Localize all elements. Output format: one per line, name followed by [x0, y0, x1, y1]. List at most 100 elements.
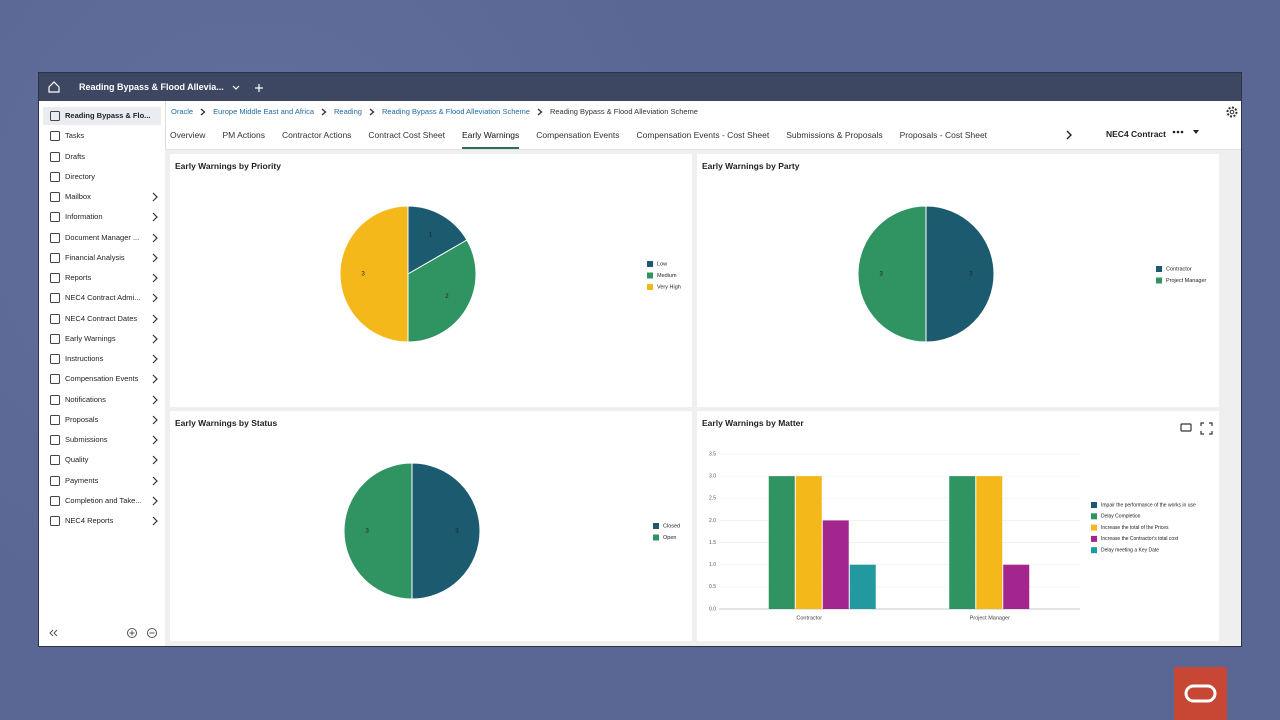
- sidebar-item[interactable]: Instructions: [43, 350, 161, 368]
- print-icon[interactable]: [1180, 423, 1192, 432]
- expand-chevron: [152, 516, 158, 526]
- chart-title: Early Warnings by Party: [702, 161, 800, 171]
- sidebar-item[interactable]: Drafts: [43, 148, 161, 166]
- sidebar-item[interactable]: Information: [43, 208, 161, 226]
- icon-shape: [50, 192, 60, 202]
- sidebar-icon: [50, 394, 60, 405]
- x-tick-label: Contractor: [796, 615, 822, 621]
- nav-tab[interactable]: Submissions & Proposals: [786, 130, 883, 140]
- pie-slice: [925, 205, 995, 343]
- contract-menu[interactable]: NEC4 Contract: [1106, 129, 1166, 139]
- sidebar-item[interactable]: Quality: [43, 451, 161, 469]
- breadcrumb-item[interactable]: Reading: [334, 107, 362, 116]
- chevron: [152, 496, 158, 506]
- sidebar-icon: [50, 354, 60, 364]
- expand-chevron: [152, 314, 158, 323]
- sidebar-controls[interactable]: [47, 626, 163, 640]
- y-tick-label: 2.0: [709, 518, 716, 524]
- legend-swatch: [1091, 513, 1097, 520]
- sidebar-item[interactable]: Payments: [43, 472, 161, 490]
- sidebar-item[interactable]: Reports: [43, 269, 161, 287]
- sidebar-label: NEC4 Contract Admi...: [65, 293, 141, 303]
- sidebar-item[interactable]: Submissions: [43, 431, 161, 449]
- icon-shape: [50, 455, 60, 466]
- sidebar-item[interactable]: Notifications: [43, 391, 161, 409]
- sidebar-item[interactable]: Proposals: [43, 411, 161, 429]
- legend-swatch: [1091, 547, 1097, 554]
- chevron: [152, 435, 158, 445]
- nav-tab[interactable]: Compensation Events - Cost Sheet: [636, 130, 770, 140]
- icon-shape: [50, 171, 60, 182]
- sidebar-label: Drafts: [65, 151, 86, 161]
- icon-shape: [50, 273, 60, 283]
- chevron: [152, 192, 158, 202]
- chevron: [369, 108, 375, 116]
- icon-shape: [50, 293, 60, 304]
- legend-label: Increase the total of the Prices: [1101, 525, 1169, 531]
- legend-swatch: [1091, 535, 1097, 542]
- chart-toolbar[interactable]: [1180, 422, 1213, 435]
- sidebar-item[interactable]: NEC4 Contract Dates: [43, 310, 161, 328]
- y-tick-label: 0.5: [709, 584, 716, 590]
- chart: Early Warnings by Matter 0.0 0.5 1.0 1.5 2.0 2…: [702, 418, 1213, 621]
- sidebar-item[interactable]: Compensation Events: [43, 370, 161, 388]
- legend-swatch: [647, 261, 653, 267]
- tab-controls[interactable]: [231, 82, 271, 94]
- nav-tab[interactable]: Contractor Actions: [281, 130, 352, 140]
- sidebar-label: Directory: [65, 171, 96, 181]
- nav-tab[interactable]: Early Warnings: [461, 123, 520, 149]
- legend-label: Delay meeting a Key Date: [1101, 548, 1159, 554]
- sidebar-item[interactable]: Early Warnings: [43, 330, 161, 348]
- sidebar-item[interactable]: Directory: [43, 168, 161, 186]
- window-tab-title[interactable]: Reading Bypass & Flood Allevia...: [79, 82, 224, 92]
- expand-chevron: [152, 435, 158, 445]
- chevron: [152, 374, 158, 384]
- home-icon[interactable]: [47, 80, 61, 94]
- icon-shape: [50, 212, 60, 223]
- sidebar-item[interactable]: Mailbox: [43, 188, 161, 206]
- sidebar-label: NEC4 Contract Dates: [65, 313, 138, 323]
- sidebar-item[interactable]: Completion and Take...: [43, 492, 161, 510]
- settings-icon[interactable]: [1225, 105, 1239, 119]
- expand-chevron: [152, 374, 158, 384]
- sidebar-item[interactable]: NEC4 Contract Admi...: [43, 289, 161, 307]
- sidebar-label: Early Warnings: [65, 333, 116, 343]
- breadcrumb-item[interactable]: Europe Middle East and Africa: [213, 107, 314, 116]
- y-tick-label: 2.5: [709, 496, 716, 502]
- sidebar-item[interactable]: Financial Analysis: [43, 249, 161, 267]
- fullscreen-icon[interactable]: [1200, 422, 1213, 435]
- breadcrumb-item[interactable]: Oracle: [171, 107, 194, 116]
- sidebar-item[interactable]: Reading Bypass & Flo...: [43, 107, 161, 125]
- tabs-next[interactable]: [1063, 129, 1075, 141]
- breadcrumb: Oracle Europe Middle East and Africa Readi…: [171, 101, 698, 123]
- nav-tab[interactable]: Overview: [170, 130, 206, 140]
- sidebar-item[interactable]: Tasks: [43, 127, 161, 145]
- legend-label: Impair the performance of the works in u…: [1101, 502, 1196, 508]
- legend-swatch: [1091, 524, 1097, 531]
- nav-tab[interactable]: PM Actions: [222, 130, 265, 140]
- chevron: [152, 415, 158, 425]
- contract-menu-icons[interactable]: [1171, 129, 1201, 139]
- chart: Early Warnings by Party 3 3 Contractor Proje…: [702, 161, 1207, 343]
- chart-title: Early Warnings by Status: [175, 418, 277, 428]
- breadcrumb-separator: [369, 108, 375, 116]
- nav-tab[interactable]: Contract Cost Sheet: [368, 130, 445, 140]
- breadcrumb-separator: [321, 108, 327, 116]
- sidebar-label: Tasks: [65, 131, 85, 141]
- nav-tab[interactable]: Compensation Events: [536, 130, 620, 140]
- legend-swatch: [653, 523, 659, 529]
- sidebar-item[interactable]: Document Manager ...: [43, 229, 161, 247]
- breadcrumb-item[interactable]: Reading Bypass & Flood Alleviation Schem…: [381, 107, 530, 116]
- expand-chevron: [152, 253, 158, 263]
- expand-chevron: [152, 476, 158, 485]
- sidebar-icon: [50, 333, 60, 344]
- chevron: [152, 334, 158, 344]
- y-tick-label: 1.5: [709, 540, 716, 546]
- expand-chevron: [152, 293, 158, 303]
- legend-label: Increase the Contractor's total cost: [1101, 536, 1179, 542]
- sidebar-icon: [50, 435, 60, 445]
- sidebar-item[interactable]: NEC4 Reports: [43, 512, 161, 530]
- icon-shape: [50, 435, 60, 445]
- chevron: [537, 108, 543, 116]
- nav-tab[interactable]: Proposals - Cost Sheet: [899, 130, 988, 140]
